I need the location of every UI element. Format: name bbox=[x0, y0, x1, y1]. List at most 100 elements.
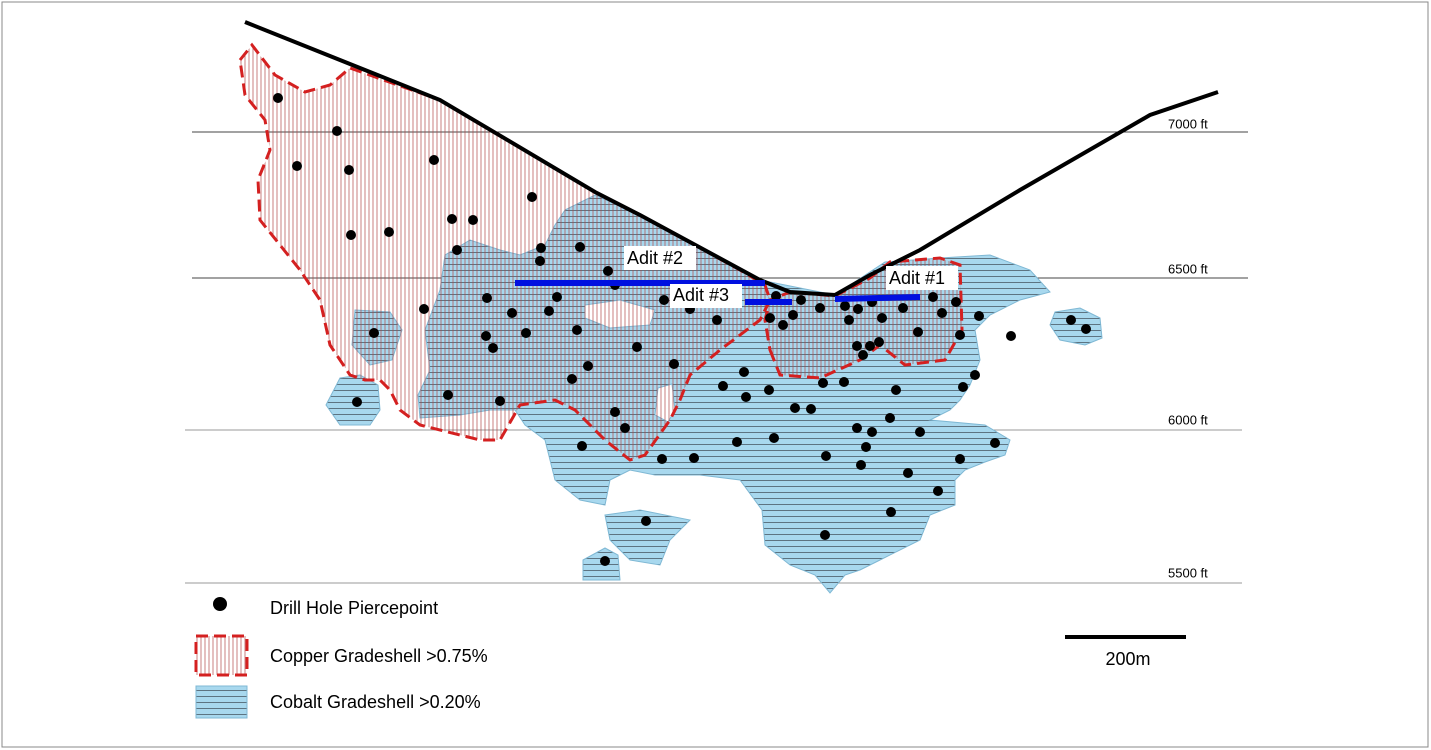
drill-hole bbox=[369, 328, 379, 338]
drill-hole bbox=[419, 304, 429, 314]
drill-hole bbox=[603, 266, 613, 276]
drill-hole bbox=[495, 396, 505, 406]
drill-hole bbox=[933, 486, 943, 496]
drill-hole bbox=[527, 192, 537, 202]
drill-hole bbox=[815, 303, 825, 313]
legend-swatch bbox=[195, 685, 248, 719]
legend-label: Cobalt Gradeshell >0.20% bbox=[270, 692, 481, 712]
drill-hole bbox=[898, 303, 908, 313]
drill-hole bbox=[844, 315, 854, 325]
drill-hole bbox=[447, 214, 457, 224]
legend-label: Drill Hole Piercepoint bbox=[270, 598, 438, 618]
drill-hole bbox=[632, 342, 642, 352]
drill-hole bbox=[778, 320, 788, 330]
drill-hole bbox=[874, 337, 884, 347]
topography bbox=[244, 20, 1219, 298]
drill-hole bbox=[384, 227, 394, 237]
drill-hole bbox=[507, 308, 517, 318]
drill-hole bbox=[739, 367, 749, 377]
drill-hole bbox=[452, 245, 462, 255]
adit-label: Adit #2 bbox=[627, 248, 683, 268]
drill-hole bbox=[659, 295, 669, 305]
drill-hole bbox=[858, 350, 868, 360]
drill-hole bbox=[821, 451, 831, 461]
drill-hole bbox=[913, 327, 923, 337]
cobalt-shell bbox=[1049, 307, 1103, 346]
drill-hole bbox=[552, 292, 562, 302]
drill-hole bbox=[891, 385, 901, 395]
drill-hole bbox=[712, 315, 722, 325]
drill-hole bbox=[861, 442, 871, 452]
label-bg bbox=[670, 284, 742, 308]
drill-hole bbox=[535, 256, 545, 266]
drill-hole bbox=[443, 390, 453, 400]
drill-hole bbox=[806, 404, 816, 414]
copper-shell bbox=[238, 42, 772, 462]
drill-hole bbox=[867, 427, 877, 437]
drill-hole bbox=[482, 293, 492, 303]
drill-hole bbox=[937, 308, 947, 318]
drill-hole bbox=[1006, 331, 1016, 341]
drill-hole bbox=[765, 313, 775, 323]
drill-hole bbox=[885, 413, 895, 423]
drill-hole bbox=[344, 165, 354, 175]
drill-holes bbox=[273, 93, 1091, 566]
drill-hole bbox=[273, 93, 283, 103]
drill-hole bbox=[764, 385, 774, 395]
drill-hole bbox=[732, 437, 742, 447]
drill-hole bbox=[332, 126, 342, 136]
drill-hole bbox=[352, 397, 362, 407]
drill-hole bbox=[865, 341, 875, 351]
adit bbox=[834, 294, 921, 302]
drill-hole bbox=[928, 292, 938, 302]
drill-hole bbox=[769, 433, 779, 443]
drill-hole bbox=[346, 230, 356, 240]
drill-hole bbox=[429, 155, 439, 165]
drill-hole bbox=[572, 325, 582, 335]
drill-hole bbox=[820, 530, 830, 540]
scale-label: 200m bbox=[1105, 649, 1150, 669]
adits bbox=[515, 280, 921, 305]
label-bg bbox=[886, 266, 958, 290]
drill-hole bbox=[620, 423, 630, 433]
copper-shells bbox=[238, 42, 964, 462]
drill-hole bbox=[689, 453, 699, 463]
drill-hole bbox=[641, 516, 651, 526]
drill-hole bbox=[958, 382, 968, 392]
drill-hole bbox=[488, 343, 498, 353]
drill-hole bbox=[567, 374, 577, 384]
drill-hole bbox=[856, 460, 866, 470]
drill-hole bbox=[718, 381, 728, 391]
legend-dot bbox=[213, 597, 227, 611]
drill-hole bbox=[600, 556, 610, 566]
drill-hole bbox=[852, 423, 862, 433]
drill-hole bbox=[1081, 324, 1091, 334]
drill-hole bbox=[292, 161, 302, 171]
drill-hole bbox=[1066, 315, 1076, 325]
legend-label: Copper Gradeshell >0.75% bbox=[270, 646, 488, 666]
legend-swatch bbox=[194, 634, 249, 677]
label-bg bbox=[624, 246, 696, 270]
drill-hole bbox=[903, 468, 913, 478]
drill-hole bbox=[536, 243, 546, 253]
elevation-label: 7000 ft bbox=[1168, 116, 1208, 131]
drill-hole bbox=[886, 507, 896, 517]
drill-hole bbox=[669, 359, 679, 369]
drill-hole bbox=[790, 403, 800, 413]
drill-hole bbox=[852, 341, 862, 351]
drill-hole bbox=[521, 328, 531, 338]
drill-hole bbox=[974, 311, 984, 321]
drill-hole bbox=[990, 438, 1000, 448]
drill-hole bbox=[970, 370, 980, 380]
drill-hole bbox=[771, 291, 781, 301]
drill-hole bbox=[955, 330, 965, 340]
drill-hole bbox=[839, 377, 849, 387]
drill-hole bbox=[877, 313, 887, 323]
elevation-label: 6500 ft bbox=[1168, 261, 1208, 276]
drill-hole bbox=[951, 297, 961, 307]
drill-hole bbox=[544, 306, 554, 316]
drill-hole bbox=[468, 215, 478, 225]
drill-hole bbox=[481, 331, 491, 341]
